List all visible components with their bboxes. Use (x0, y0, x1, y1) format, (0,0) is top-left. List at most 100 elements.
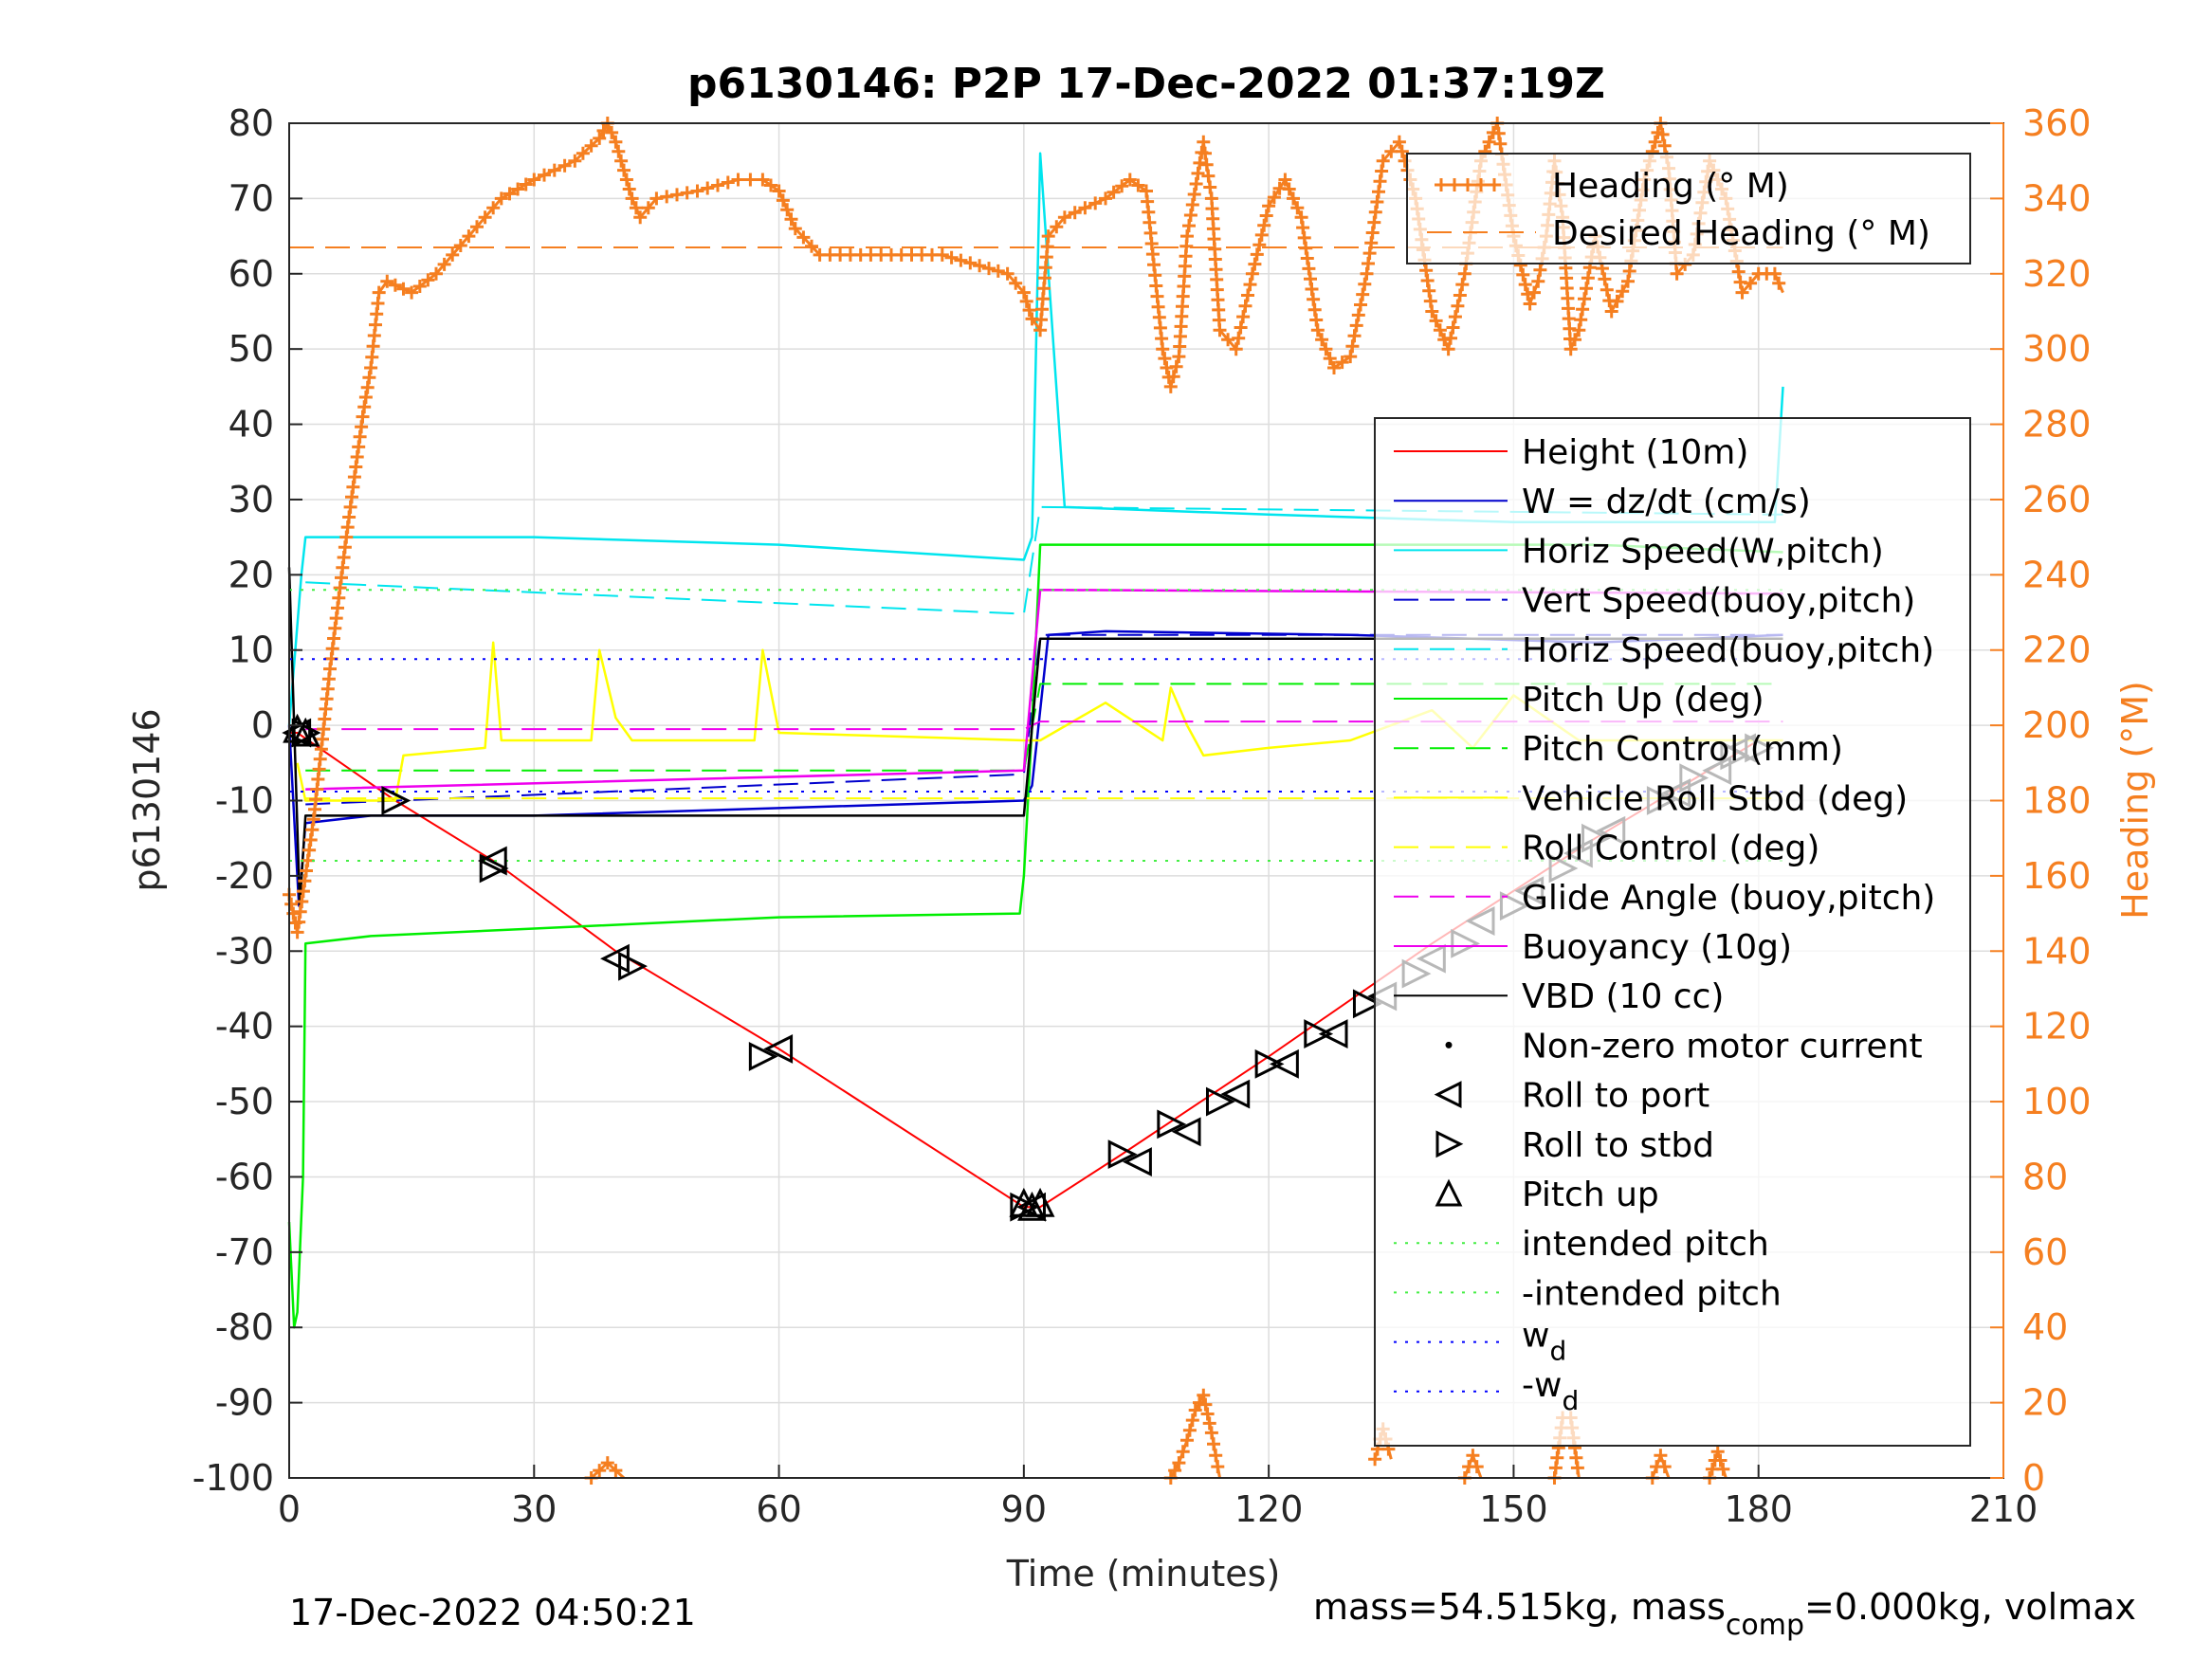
heading-point (612, 144, 626, 158)
heading-point (1182, 219, 1196, 233)
heading-point (633, 210, 648, 225)
heading-point (1158, 352, 1172, 366)
heading-point (1370, 195, 1384, 209)
legend-entry: Horiz Speed(W,pitch) (1522, 532, 1884, 571)
heading-point (1267, 191, 1281, 205)
heading-point (1168, 1464, 1182, 1478)
heading-point (641, 201, 655, 215)
heading-point (1327, 361, 1341, 374)
legend-sample-heading (1448, 178, 1461, 191)
heading-point (1022, 303, 1036, 318)
legend-entry: -intended pitch (1522, 1274, 1782, 1313)
heading-point (1518, 278, 1532, 292)
y-tick-label: -100 (192, 1457, 274, 1499)
heading-point (1568, 333, 1581, 347)
heading-point (1444, 331, 1457, 345)
y-right-tick-label: 280 (2022, 404, 2092, 446)
legend-entry: intended pitch (1522, 1225, 1769, 1264)
heading-point (1000, 266, 1015, 281)
heading-point (1610, 294, 1624, 308)
heading-point (1347, 329, 1362, 343)
heading-point (1354, 298, 1367, 312)
heading-point (1446, 320, 1460, 335)
y-right-tick-label: 260 (2022, 479, 2092, 520)
x-tick-label: 60 (756, 1488, 801, 1530)
heading-point (1188, 1403, 1202, 1417)
heading-point (547, 163, 561, 177)
roll-to-port-marker (1270, 1048, 1299, 1079)
heading-point (503, 187, 517, 201)
heading-point (1198, 146, 1212, 160)
heading-point (1309, 313, 1324, 327)
heading-point (1199, 157, 1214, 172)
heading-point (690, 184, 704, 198)
y-right-tick-label: 160 (2022, 855, 2092, 897)
heading-point (756, 173, 770, 187)
heading-point (295, 895, 309, 908)
heading-point (617, 163, 631, 177)
heading-point (1451, 299, 1465, 313)
heading-point (1131, 178, 1145, 192)
heading-point (619, 173, 633, 187)
heading-point (764, 178, 777, 192)
x-tick-label: 30 (511, 1488, 557, 1530)
heading-point (609, 135, 623, 149)
y-tick-label: 0 (251, 704, 274, 746)
y-tick-label: -80 (215, 1306, 274, 1348)
y-right-tick-label: 140 (2022, 930, 2092, 972)
heading-point (1243, 278, 1257, 292)
heading-point (486, 201, 501, 215)
legend-entry: Roll Control (deg) (1522, 830, 1819, 868)
heading-point (973, 259, 987, 273)
legend-entry: Height (10m) (1522, 433, 1748, 472)
heading-point (519, 177, 533, 191)
heading-point (1655, 127, 1670, 141)
heading-point (1516, 267, 1530, 282)
heading-point (1209, 1449, 1223, 1463)
legend-entry: Pitch Control (mm) (1522, 730, 1843, 769)
heading-point (780, 203, 795, 217)
heading-point (358, 391, 373, 404)
heading-point (302, 843, 317, 857)
heading-point (1163, 379, 1178, 393)
heading-point (1482, 135, 1496, 149)
heading-point (1248, 257, 1262, 271)
heading-point (1716, 1462, 1730, 1476)
legend-entry: Glide Angle (buoy,pitch) (1522, 879, 1935, 918)
heading-point (1368, 205, 1382, 219)
legend-sample-marker (1435, 1130, 1464, 1158)
heading-point (954, 253, 968, 267)
heading-point (1466, 1449, 1480, 1463)
roll-to-port-marker (1123, 1147, 1152, 1176)
heading-point (1234, 320, 1248, 335)
heading-point (511, 182, 525, 196)
heading-point (1455, 278, 1470, 292)
roll-to-port-marker (763, 1034, 794, 1064)
roll-to-stbd-marker (1254, 1048, 1285, 1079)
heading-point (576, 146, 590, 160)
y-tick-label: -60 (215, 1156, 274, 1197)
heading-point (1576, 302, 1590, 317)
heading-point (372, 285, 386, 300)
heading-point (1648, 135, 1662, 149)
heading-point (1392, 135, 1406, 149)
heading-point (982, 262, 996, 276)
x-tick-label: 120 (1234, 1488, 1304, 1530)
roll-to-port-marker (1016, 1192, 1046, 1222)
heading-point (784, 212, 798, 227)
heading-point (1202, 1416, 1216, 1431)
heading-point (935, 247, 949, 262)
heading-point (1200, 1407, 1215, 1421)
heading-point (788, 222, 802, 236)
heading-point (1187, 188, 1201, 201)
roll-to-stbd-marker (1352, 989, 1382, 1019)
heading-point (1252, 238, 1267, 252)
heading-point (1600, 283, 1614, 297)
y-right-tick-label: 20 (2022, 1382, 2068, 1424)
y-right-tick-label: 40 (2022, 1306, 2068, 1348)
heading-point (430, 266, 443, 281)
heading-point (1731, 264, 1746, 279)
heading-point (680, 186, 694, 200)
heading-point (584, 138, 598, 153)
heading-point (1767, 266, 1782, 281)
